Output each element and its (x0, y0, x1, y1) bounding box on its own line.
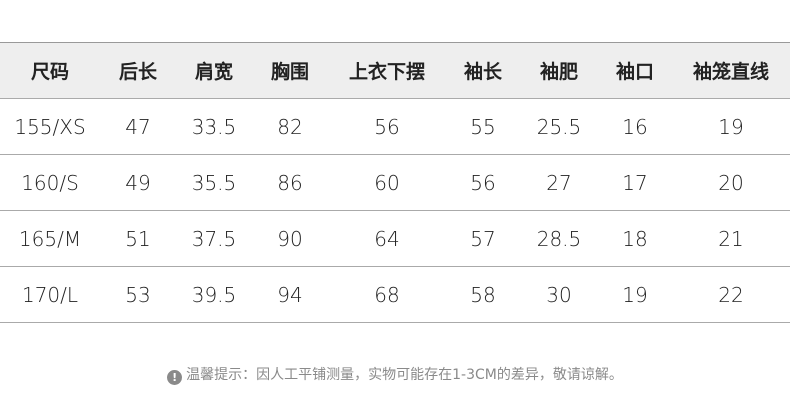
table-cell: 155/XS (0, 98, 100, 155)
table-cell: 56 (446, 154, 520, 211)
table-cell: 53 (100, 266, 176, 323)
table-cell: 20 (672, 154, 790, 211)
table-cell: 64 (328, 210, 446, 267)
table-cell: 30 (520, 266, 598, 323)
column-header: 肩宽 (176, 42, 252, 99)
table-row: 165/M 51 37.5 90 64 57 28.5 18 21 (0, 210, 790, 267)
table-cell: 39.5 (176, 266, 252, 323)
table-row: 170/L 53 39.5 94 68 58 30 19 22 (0, 266, 790, 323)
column-header: 后长 (100, 42, 176, 99)
table-cell: 86 (252, 154, 328, 211)
column-header: 袖笼直线 (672, 42, 790, 99)
table-cell: 68 (328, 266, 446, 323)
table-cell: 58 (446, 266, 520, 323)
table-cell: 19 (672, 98, 790, 155)
table-cell: 165/M (0, 210, 100, 267)
table-cell: 33.5 (176, 98, 252, 155)
table-cell: 21 (672, 210, 790, 267)
size-chart-table: 尺码 后长 肩宽 胸围 上衣下摆 袖长 袖肥 袖口 袖笼直线 155/XS 47 33.5 82 56 5… (0, 42, 790, 323)
table-row: 160/S 49 35.5 86 60 56 27 17 20 (0, 154, 790, 211)
note-text: 温馨提示：因人工平铺测量，实物可能存在1-3CM的差异，敬请谅解。 (186, 367, 623, 383)
table-cell: 94 (252, 266, 328, 323)
table-cell: 27 (520, 154, 598, 211)
exclamation-circle-icon: ! (167, 370, 183, 385)
table-cell: 57 (446, 210, 520, 267)
table-cell: 56 (328, 98, 446, 155)
column-header: 袖口 (598, 42, 672, 99)
column-header: 胸围 (252, 42, 328, 99)
table-cell: 16 (598, 98, 672, 155)
table-row: 155/XS 47 33.5 82 56 55 25.5 16 19 (0, 98, 790, 155)
table-cell: 51 (100, 210, 176, 267)
column-header: 尺码 (0, 42, 100, 99)
table-cell: 19 (598, 266, 672, 323)
table-cell: 18 (598, 210, 672, 267)
table-cell: 90 (252, 210, 328, 267)
table-cell: 37.5 (176, 210, 252, 267)
table-cell: 170/L (0, 266, 100, 323)
table-cell: 28.5 (520, 210, 598, 267)
table-cell: 25.5 (520, 98, 598, 155)
table-cell: 17 (598, 154, 672, 211)
table-cell: 49 (100, 154, 176, 211)
column-header: 袖长 (446, 42, 520, 99)
column-header: 上衣下摆 (328, 42, 446, 99)
table-cell: 82 (252, 98, 328, 155)
table-cell: 22 (672, 266, 790, 323)
table-cell: 47 (100, 98, 176, 155)
table-cell: 60 (328, 154, 446, 211)
header-row: 尺码 后长 肩宽 胸围 上衣下摆 袖长 袖肥 袖口 袖笼直线 (0, 42, 790, 99)
table-cell: 35.5 (176, 154, 252, 211)
measurement-note: ! 温馨提示：因人工平铺测量，实物可能存在1-3CM的差异，敬请谅解。 (0, 364, 790, 385)
table-cell: 160/S (0, 154, 100, 211)
column-header: 袖肥 (520, 42, 598, 99)
table-cell: 55 (446, 98, 520, 155)
